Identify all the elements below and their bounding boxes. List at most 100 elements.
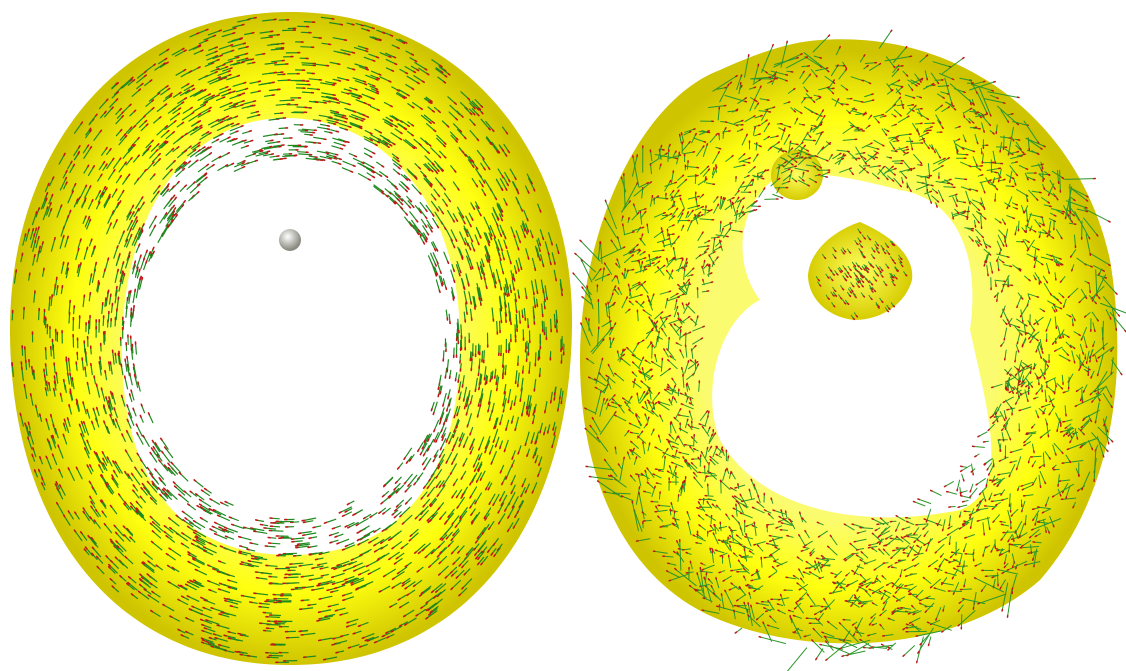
glyph-head <box>811 128 812 129</box>
glyph-head <box>332 568 334 569</box>
glyph-head <box>206 40 208 41</box>
glyph-head <box>373 177 375 178</box>
glyph-head <box>476 557 477 559</box>
glyph-head <box>524 229 525 231</box>
glyph-head <box>507 184 508 186</box>
glyph-head <box>553 428 554 430</box>
glyph-head <box>70 210 71 212</box>
glyph-head <box>142 563 144 564</box>
glyph-head <box>425 240 426 242</box>
glyph-head <box>340 614 342 615</box>
glyph-head <box>398 468 399 470</box>
glyph-head <box>116 419 117 421</box>
glyph-head <box>508 530 509 532</box>
glyph-head <box>351 171 353 172</box>
glyph-head <box>75 184 76 186</box>
glyph-head <box>155 469 156 471</box>
glyph-head <box>50 203 51 205</box>
glyph-head <box>217 69 219 70</box>
glyph-head <box>393 144 395 145</box>
glyph-stem <box>275 113 281 114</box>
glyph-stem <box>181 496 189 503</box>
glyph-head <box>499 280 500 282</box>
glyph-head <box>710 460 711 461</box>
glyph-head <box>167 189 168 191</box>
glyph-head <box>207 132 209 133</box>
glyph-head <box>218 515 220 516</box>
glyph-head <box>117 546 118 547</box>
glyph-head <box>367 30 369 31</box>
glyph-head <box>58 445 59 447</box>
glyph-head <box>91 506 92 508</box>
glyph-head <box>448 397 449 399</box>
glyph-head <box>182 543 184 544</box>
glyph-stem <box>136 269 138 274</box>
glyph-stem <box>397 477 401 482</box>
glyph-head <box>540 210 541 212</box>
glyph-head <box>368 573 370 574</box>
glyph-head <box>116 99 117 101</box>
glyph-stem <box>266 141 271 142</box>
glyph-head <box>511 492 512 494</box>
glyph-head <box>167 131 169 132</box>
glyph-head <box>132 594 134 595</box>
glyph-stem <box>332 540 338 542</box>
glyph-head <box>474 107 475 109</box>
glyph-head <box>224 598 226 599</box>
glyph-head <box>434 440 435 442</box>
glyph-head <box>430 100 432 101</box>
glyph-head <box>120 130 121 132</box>
glyph-stem <box>279 128 285 129</box>
glyph-head <box>1075 406 1076 407</box>
glyph-head <box>459 445 460 447</box>
glyph-head <box>168 566 170 567</box>
glyph-head <box>470 452 471 454</box>
glyph-head <box>155 443 156 445</box>
glyph-head <box>199 45 201 46</box>
glyph-head <box>364 81 366 82</box>
glyph-stem <box>443 394 446 405</box>
glyph-stem <box>535 353 536 364</box>
glyph-head <box>429 614 431 615</box>
glyph-head <box>209 94 211 95</box>
glyph-head <box>344 565 346 566</box>
glyph-head <box>993 133 994 134</box>
glyph-head <box>518 452 519 454</box>
glyph-stem <box>202 519 207 522</box>
glyph-head <box>406 73 408 74</box>
glyph-head <box>644 258 646 259</box>
glyph-head <box>521 267 522 269</box>
glyph-head <box>133 485 134 487</box>
glyph-head <box>135 467 136 469</box>
glyph-head <box>86 547 87 549</box>
glyph-head <box>190 491 192 492</box>
glyph-head <box>166 126 168 127</box>
glyph-head <box>377 560 379 561</box>
glyph-head <box>459 594 461 595</box>
glyph-head <box>401 199 402 200</box>
glyph-head <box>472 161 473 163</box>
glyph-head <box>372 28 374 29</box>
glyph-head <box>147 574 149 575</box>
glyph-head <box>258 115 260 116</box>
glyph-head <box>376 89 378 90</box>
glyph-head <box>42 483 43 485</box>
glyph-stem <box>449 314 450 321</box>
glyph-head <box>92 553 93 555</box>
glyph-head <box>442 439 443 441</box>
glyph-head <box>380 175 382 176</box>
glyph-head <box>1034 329 1035 330</box>
glyph-head <box>336 122 338 123</box>
glyph-head <box>130 212 131 214</box>
glyph-head <box>209 590 211 591</box>
glyph-head <box>716 454 717 455</box>
glyph-head <box>702 427 703 428</box>
glyph-head <box>152 481 153 483</box>
glyph-head <box>398 599 400 600</box>
glyph-head <box>92 547 93 549</box>
glyph-head <box>353 53 355 54</box>
glyph-head <box>426 618 428 619</box>
glyph-head <box>521 495 522 497</box>
glyph-head <box>1005 223 1006 224</box>
glyph-stem <box>212 500 220 504</box>
